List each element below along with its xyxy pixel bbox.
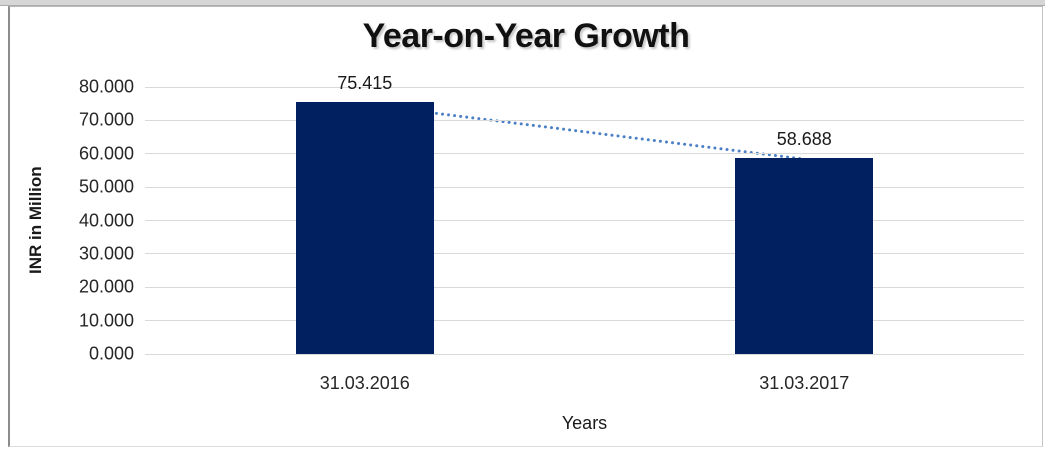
gridline bbox=[145, 220, 1024, 221]
data-label: 58.688 bbox=[776, 129, 832, 150]
y-axis-title: INR in Million bbox=[26, 166, 45, 275]
y-tick-label: 40.000 bbox=[78, 210, 134, 230]
x-tick-label: 31.03.2016 bbox=[319, 373, 410, 393]
gridline bbox=[145, 320, 1024, 322]
gridline bbox=[145, 186, 1024, 188]
y-tick-label: 80.000 bbox=[78, 76, 134, 97]
bar-31.03.2017 bbox=[735, 158, 874, 354]
y-tick-label: 70.000 bbox=[78, 109, 134, 130]
gridline bbox=[145, 86, 1024, 88]
x-axis-title: Years bbox=[561, 413, 608, 433]
gridline bbox=[145, 119, 1024, 121]
data-label: 75.415 bbox=[337, 73, 393, 94]
window-top-strip bbox=[0, 0, 1045, 6]
y-tick-label: 10.000 bbox=[78, 310, 134, 331]
gridline bbox=[145, 253, 1024, 255]
chart-title: Year-on-Year Growth bbox=[362, 17, 690, 55]
gridline bbox=[145, 353, 1024, 355]
bar-31.03.2016 bbox=[295, 102, 434, 354]
x-tick-label: 31.03.2017 bbox=[759, 373, 850, 393]
y-tick-label: 30.000 bbox=[78, 243, 134, 264]
chart-frame: Year-on-Year Growth INR in Million Years… bbox=[8, 6, 1043, 447]
gridline bbox=[145, 286, 1024, 288]
gridline bbox=[145, 153, 1024, 155]
y-tick-label: 50.000 bbox=[78, 176, 134, 197]
y-tick-label: 60.000 bbox=[78, 143, 134, 164]
y-tick-label: 20.000 bbox=[78, 276, 134, 297]
plot-area: Years 80.000 70.000 60.000 50.000 40.000 30.0… bbox=[79, 73, 1024, 433]
y-tick-label: 0.000 bbox=[88, 343, 134, 364]
